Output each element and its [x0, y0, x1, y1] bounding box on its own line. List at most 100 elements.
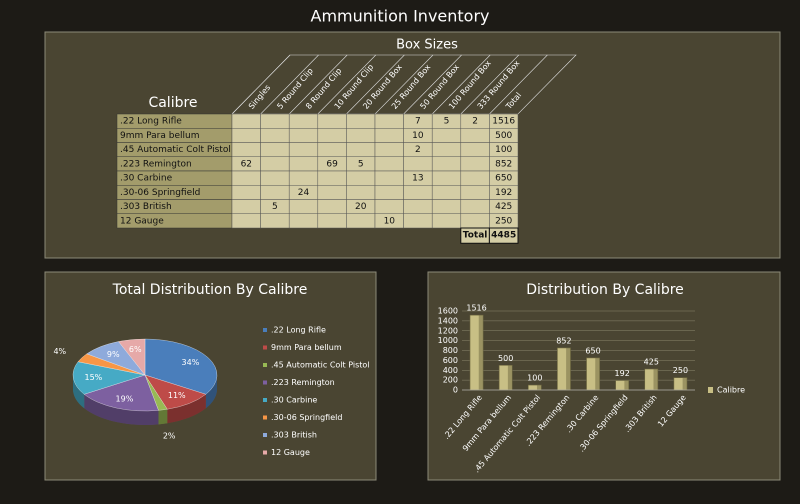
- data-cell: [460, 156, 490, 172]
- data-cell: [403, 199, 433, 214]
- calibre-label: .22 Long Rifle: [120, 117, 182, 127]
- legend-swatch: [263, 450, 267, 455]
- pie-side-shade: [158, 409, 168, 425]
- data-cell: [288, 156, 319, 172]
- pie-label: 34%: [182, 358, 200, 367]
- total-label: Total: [463, 231, 488, 241]
- data-cell: [346, 113, 376, 129]
- data-cell: [231, 170, 261, 186]
- cell-value: 5: [272, 202, 278, 212]
- header-divider: [460, 54, 520, 115]
- data-cell: [431, 213, 462, 229]
- value-label: 1516: [466, 304, 486, 313]
- cell-value: 425: [495, 202, 512, 212]
- value-label: 425: [644, 358, 659, 367]
- data-cell: [260, 156, 290, 172]
- data-cell: [346, 128, 376, 143]
- cell-value: 2: [472, 117, 478, 127]
- data-cell: [260, 170, 290, 186]
- bar-shade: [478, 315, 484, 390]
- data-cell: [231, 199, 261, 214]
- legend-label: .22 Long Rifle: [271, 326, 326, 335]
- pie-side-shade: [73, 375, 85, 409]
- pie-side: [73, 375, 85, 409]
- cell-value: 852: [495, 159, 512, 169]
- header-divider: [346, 54, 405, 115]
- value-label: 852: [556, 336, 571, 345]
- data-cell: [288, 170, 319, 186]
- calibre-label: 12 Gauge: [120, 216, 164, 226]
- pie-label: 9%: [107, 350, 120, 359]
- legend-swatch: [263, 380, 267, 385]
- cell-value: 500: [495, 131, 512, 141]
- calibre-label: .30 Carbine: [120, 174, 173, 184]
- data-cell: [288, 113, 319, 129]
- legend-label: .223 Remington: [271, 378, 335, 387]
- legend-swatch: [708, 387, 713, 393]
- pie-side-shade: [205, 375, 217, 409]
- data-cell: [317, 142, 347, 157]
- data-cell: [346, 142, 376, 157]
- bar-panel: [427, 271, 781, 481]
- data-cell: [460, 142, 490, 157]
- data-cell: [460, 185, 490, 200]
- calibre-label: .30-06 Springfield: [120, 188, 200, 198]
- data-cell: [431, 199, 462, 214]
- data-cell: [431, 185, 462, 200]
- data-cell: [431, 156, 462, 172]
- data-cell: [403, 213, 433, 229]
- value-label: 100: [527, 374, 542, 383]
- y-tick-label: 0: [453, 386, 458, 395]
- cell-value: 2: [415, 145, 421, 155]
- pie-side: [158, 409, 168, 425]
- legend-label: 9mm Para bellum: [271, 343, 342, 352]
- cell-value: 62: [241, 159, 252, 169]
- header-divider: [403, 54, 462, 115]
- cell-value: 250: [495, 216, 512, 226]
- data-cell: [374, 170, 404, 186]
- legend-label: .30-06 Springfield: [271, 413, 342, 422]
- value-label: 192: [615, 369, 630, 378]
- data-cell: [288, 213, 319, 229]
- cell-value: 100: [495, 145, 512, 155]
- y-tick-label: 800: [443, 346, 458, 355]
- pie-label: 4%: [53, 347, 66, 356]
- data-cell: [460, 170, 490, 186]
- data-cell: [431, 142, 462, 157]
- value-label: 650: [585, 346, 600, 355]
- pie-label: 11%: [168, 391, 186, 400]
- header-divider: [374, 54, 434, 115]
- y-tick-label: 1200: [438, 326, 458, 335]
- data-cell: [374, 113, 404, 129]
- calibre-label: .45 Automatic Colt Pistol: [120, 145, 231, 155]
- header-divider: [231, 54, 291, 115]
- cell-value: 13: [412, 174, 423, 184]
- data-cell: [260, 142, 290, 157]
- header-divider: [288, 54, 348, 115]
- legend-swatch: [263, 433, 267, 437]
- bar-shade: [682, 377, 687, 390]
- cell-value: 192: [495, 188, 512, 198]
- data-cell: [346, 185, 376, 200]
- data-cell: [460, 199, 490, 214]
- grand-total: 4485: [491, 231, 516, 241]
- data-cell: [431, 128, 462, 143]
- pie-label: 2%: [163, 432, 176, 441]
- data-cell: [317, 113, 347, 129]
- pie-slice: [72, 361, 146, 395]
- total-cell: [488, 227, 519, 244]
- pie-side-shade: [84, 394, 159, 426]
- legend-label: .30 Carbine: [271, 396, 317, 405]
- data-cell: [374, 156, 404, 172]
- box-sizes-header: Box Sizes: [396, 38, 458, 53]
- y-tick-label: 400: [443, 366, 458, 375]
- y-tick-label: 1000: [438, 336, 458, 345]
- calibre-header: Calibre: [148, 95, 197, 111]
- page-title: Ammunition Inventory: [311, 7, 490, 26]
- data-cell: [374, 128, 404, 143]
- cell-value: 7: [415, 117, 421, 127]
- data-cell: [431, 170, 462, 186]
- cell-value: 5: [358, 159, 364, 169]
- cell-value: 10: [384, 216, 396, 226]
- legend-label: .45 Automatic Colt Pistol: [271, 361, 370, 370]
